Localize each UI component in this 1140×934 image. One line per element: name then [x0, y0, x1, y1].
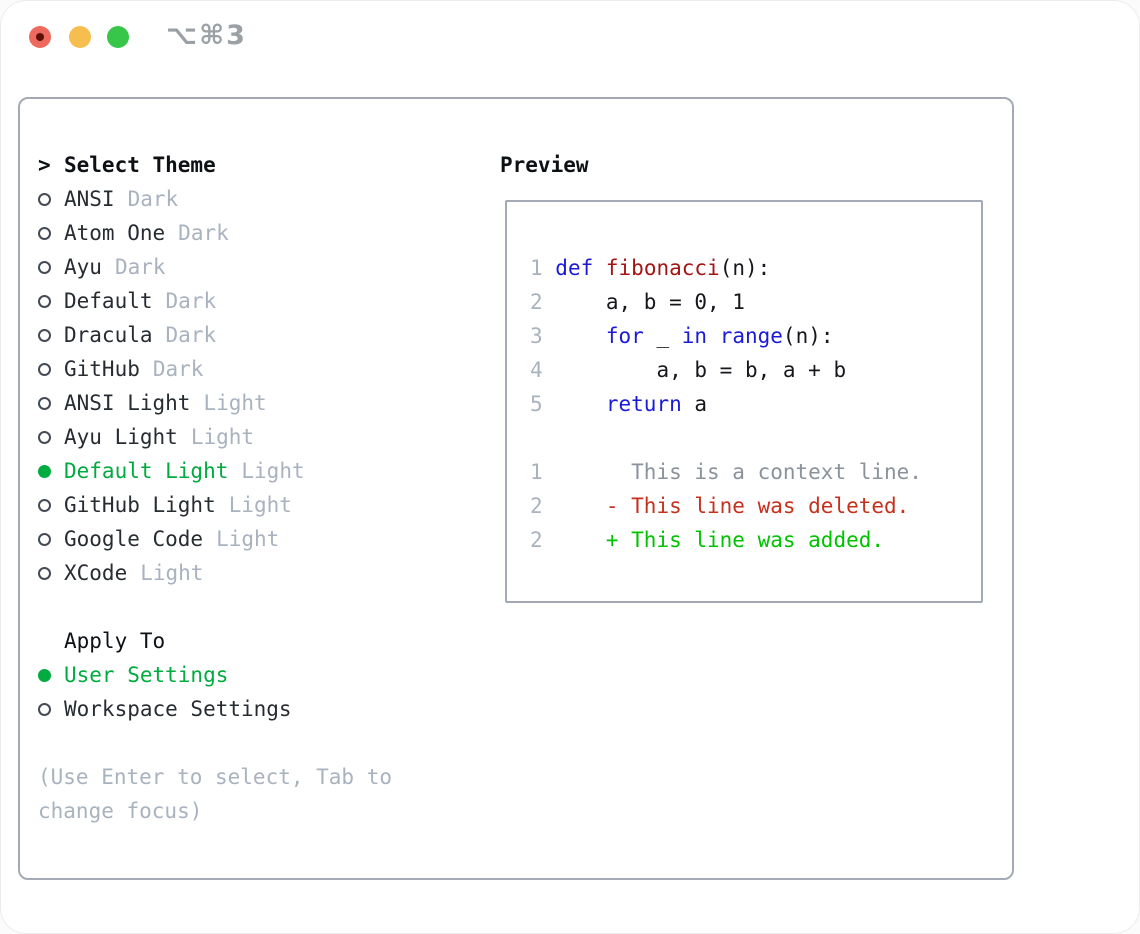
theme-option-xcode-light[interactable]: XCode Light — [38, 556, 488, 590]
unsaved-dot-icon — [36, 33, 44, 41]
apply-option-user-settings[interactable]: User Settings — [38, 658, 488, 692]
theme-option-ansi-light[interactable]: ANSI Light Light — [38, 386, 488, 420]
line-number: 4 — [530, 358, 543, 382]
zoom-button[interactable] — [107, 26, 129, 48]
radio-unselected-icon — [38, 532, 64, 546]
radio-unselected-icon — [38, 226, 64, 240]
keyboard-hint: (Use Enter to select, Tab to change focu… — [38, 765, 393, 823]
radio-unselected-icon — [38, 362, 64, 376]
close-button[interactable] — [29, 26, 51, 48]
radio-unselected-icon — [38, 498, 64, 512]
radio-selected-icon — [38, 464, 64, 478]
line-number: 2 — [530, 528, 543, 552]
theme-option-default-dark[interactable]: Default Dark — [38, 284, 488, 318]
theme-option-ansi-dark[interactable]: ANSI Dark — [38, 182, 488, 216]
line-number: 3 — [530, 324, 543, 348]
theme-option-ayu-dark[interactable]: Ayu Dark — [38, 250, 488, 284]
code-line: 2 a, b = 0, 1 — [530, 285, 981, 319]
line-number: 1 — [530, 256, 543, 280]
radio-unselected-icon — [38, 192, 64, 206]
preview-title: Preview — [500, 153, 589, 177]
code-line: 4 a, b = b, a + b — [530, 353, 981, 387]
theme-option-google-code-light[interactable]: Google Code Light — [38, 522, 488, 556]
line-number: 5 — [530, 392, 543, 416]
minimize-button[interactable] — [69, 26, 91, 48]
theme-option-github-light[interactable]: GitHub Light Light — [38, 488, 488, 522]
radio-unselected-icon — [38, 396, 64, 410]
diff-added-line: 2 + This line was added. — [530, 523, 981, 557]
theme-picker-panel: > Select Theme ANSI Dark Atom One Dark A… — [18, 97, 1014, 880]
radio-unselected-icon — [38, 294, 64, 308]
code-line: 5 return a — [530, 387, 981, 421]
diff-deleted-line: 2 - This line was deleted. — [530, 489, 981, 523]
theme-option-dracula-dark[interactable]: Dracula Dark — [38, 318, 488, 352]
line-number: 2 — [530, 494, 543, 518]
window-title: ⌥⌘3 — [166, 20, 247, 51]
code-line: 3 for _ in range(n): — [530, 319, 981, 353]
line-number: 2 — [530, 290, 543, 314]
line-number: 1 — [530, 460, 543, 484]
theme-option-github-dark[interactable]: GitHub Dark — [38, 352, 488, 386]
radio-unselected-icon — [38, 328, 64, 342]
cursor-caret-icon: > — [38, 153, 51, 177]
radio-unselected-icon — [38, 566, 64, 580]
select-theme-label: Select Theme — [64, 153, 216, 177]
theme-option-default-light[interactable]: Default Light Light — [38, 454, 488, 488]
preview-pane: 1 def fibonacci(n): 2 a, b = 0, 1 3 for _… — [505, 200, 983, 603]
radio-unselected-icon — [38, 430, 64, 444]
theme-menu: > Select Theme ANSI Dark Atom One Dark A… — [38, 148, 488, 828]
radio-unselected-icon — [38, 702, 64, 716]
apply-option-workspace-settings[interactable]: Workspace Settings — [38, 692, 488, 726]
apply-to-label: Apply To — [64, 629, 166, 653]
radio-unselected-icon — [38, 260, 64, 274]
radio-selected-icon — [38, 668, 64, 682]
select-theme-header: > Select Theme — [38, 148, 488, 182]
code-line: 1 def fibonacci(n): — [530, 251, 981, 285]
theme-option-atom-one-dark[interactable]: Atom One Dark — [38, 216, 488, 250]
diff-context-line: 1 This is a context line. — [530, 455, 981, 489]
theme-option-ayu-light[interactable]: Ayu Light Light — [38, 420, 488, 454]
apply-to-header: Apply To — [38, 624, 488, 658]
